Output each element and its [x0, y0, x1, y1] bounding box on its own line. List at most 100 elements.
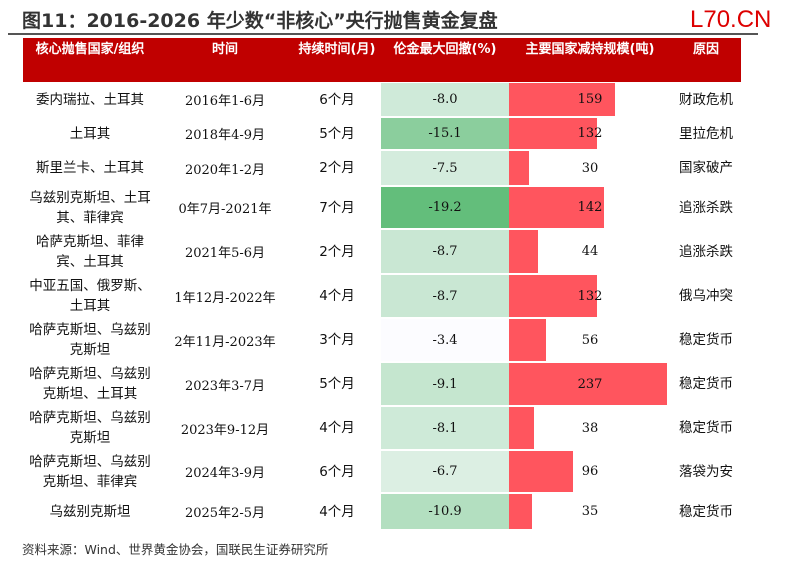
- country-cell: 乌兹别克斯坦: [49, 503, 131, 520]
- country-cell: 乌兹别克斯坦、土耳其、菲律宾: [29, 189, 151, 226]
- country-cell: 中亚五国、俄罗斯、土耳其: [29, 278, 151, 314]
- duration-cell: 2个月: [319, 243, 355, 260]
- time-cell: 2018年4-9月: [184, 128, 266, 143]
- tons-value: 44: [581, 244, 599, 259]
- reason-cell: 稳定货币: [679, 332, 733, 348]
- reason-cell: 俄乌冲突: [679, 288, 733, 304]
- country-cell: 斯里兰卡、土耳其: [36, 160, 144, 176]
- tons-value: 237: [577, 376, 603, 392]
- time-cell: 2025年2-5月: [184, 506, 266, 521]
- drawdown-cell-fill: [381, 494, 509, 529]
- reason-cell: 追涨杀跌: [679, 243, 733, 260]
- tons-bar: [509, 230, 539, 273]
- reason-cell: 稳定货币: [679, 503, 733, 520]
- country-cell: 委内瑞拉、土耳其: [36, 91, 144, 108]
- title-rule: [8, 33, 758, 35]
- country-cell: 哈萨克斯坦、乌兹别克斯坦: [29, 322, 151, 358]
- duration-cell: 5个月: [319, 125, 355, 142]
- drawdown-value: -7.5: [432, 160, 458, 176]
- tons-bar: [509, 451, 573, 492]
- drawdown-cell-fill: [381, 275, 509, 317]
- tons-bar: [509, 407, 535, 449]
- drawdown-cell-fill: [381, 118, 509, 149]
- tons-value: 159: [577, 92, 603, 107]
- duration-cell: 4个月: [319, 288, 355, 304]
- duration-cell: 3个月: [319, 332, 355, 348]
- table-row: 哈萨克斯坦、乌兹别克斯坦 2年11月-2023年 3个月 -3.4 56 稳定货币: [23, 318, 741, 362]
- reason-cell: 稳定货币: [679, 376, 733, 392]
- duration-cell: 6个月: [319, 463, 355, 480]
- column-header: 原因: [692, 42, 719, 57]
- drawdown-cell-fill: [381, 187, 509, 228]
- reason-cell: 追涨杀跌: [679, 199, 733, 216]
- time-cell: 2023年3-7月: [184, 378, 266, 394]
- reason-cell: 国家破产: [679, 160, 733, 176]
- time-cell: 2年11月-2023年: [174, 334, 276, 350]
- table-row: 斯里兰卡、土耳其 2020年1-2月 2个月 -7.5 30 国家破产: [23, 150, 741, 186]
- drawdown-value: -8.7: [432, 244, 458, 259]
- country-cell: 哈萨克斯坦、乌兹别克斯坦、菲律宾: [29, 453, 151, 490]
- table-row: 委内瑞拉、土耳其 2016年1-6月 6个月 -8.0 159 财政危机: [23, 82, 741, 117]
- duration-cell: 7个月: [319, 199, 355, 216]
- tons-value: 132: [577, 126, 603, 141]
- tons-bar: [509, 319, 547, 361]
- reason-cell: 财政危机: [679, 91, 733, 108]
- drawdown-value: -8.7: [432, 288, 458, 304]
- country-cell: 哈萨克斯坦、菲律宾、土耳其: [36, 233, 144, 270]
- drawdown-value: -10.9: [428, 504, 462, 519]
- column-header: 持续时间(月): [298, 42, 376, 57]
- reason-cell: 稳定货币: [679, 420, 733, 436]
- tons-value: 96: [581, 464, 599, 479]
- duration-cell: 6个月: [319, 91, 355, 108]
- tons-bar: [509, 363, 667, 405]
- tons-value: 30: [581, 160, 599, 176]
- tons-bar: [509, 187, 604, 228]
- duration-cell: 5个月: [319, 376, 355, 392]
- table-row: 哈萨克斯坦、乌兹别克斯坦 2023年9-12月 4个月 -8.1 38 稳定货币: [23, 406, 741, 450]
- time-cell: 1年12月-2022年: [174, 290, 276, 306]
- time-cell: 0年7月-2021年: [178, 202, 272, 217]
- table-row: 乌兹别克斯坦 2025年2-5月 4个月 -10.9 35 稳定货币: [23, 493, 741, 530]
- drawdown-cell-fill: [381, 451, 509, 492]
- column-header: 核心抛售国家/组织: [35, 42, 145, 57]
- country-cell: 土耳其: [69, 125, 111, 142]
- tons-bar: [509, 151, 529, 185]
- table-row: 土耳其 2018年4-9月 5个月 -15.1 132 里拉危机: [23, 117, 741, 150]
- tons-value: 56: [581, 332, 599, 348]
- source-note: 资料来源：Wind、世界黄金协会，国联民生证券研究所: [22, 542, 329, 557]
- drawdown-cell-fill: [381, 151, 509, 185]
- tons-bar: [509, 83, 615, 116]
- tons-bar: [509, 275, 597, 317]
- table-row: 哈萨克斯坦、乌兹别克斯坦、土耳其 2023年3-7月 5个月 -9.1 237 稳定货币: [23, 362, 741, 406]
- duration-cell: 4个月: [319, 420, 355, 436]
- country-cell: 哈萨克斯坦、乌兹别克斯坦: [29, 410, 151, 446]
- drawdown-cell-fill: [381, 230, 509, 273]
- duration-cell: 2个月: [319, 160, 355, 176]
- column-header: 主要国家减持规模(吨): [525, 42, 655, 57]
- drawdown-cell-fill: [381, 83, 509, 116]
- drawdown-value: -3.4: [432, 332, 458, 348]
- drawdown-value: -9.1: [432, 376, 458, 392]
- tons-value: 132: [577, 288, 603, 304]
- table-header: 核心抛售国家/组织 时间 持续时间(月) 伦金最大回撤(%) 主要国家减持规模(吨) 原因: [23, 38, 741, 82]
- duration-cell: 4个月: [319, 503, 355, 520]
- tons-value: 35: [581, 504, 599, 519]
- watermark-logo: L70.CN: [690, 6, 772, 33]
- column-header: 伦金最大回撤(%): [393, 42, 497, 57]
- table-row: 哈萨克斯坦、乌兹别克斯坦、菲律宾 2024年3-9月 6个月 -6.7 96 落袋为安: [23, 450, 741, 493]
- reason-cell: 里拉危机: [679, 125, 733, 142]
- column-header: 时间: [211, 42, 238, 57]
- tons-bar: [509, 118, 597, 149]
- figure-title: 图11：2016-2026 年少数“非核心”央行抛售黄金复盘: [22, 10, 498, 32]
- tons-bar: [509, 494, 533, 529]
- drawdown-cell-fill: [381, 363, 509, 405]
- reason-cell: 落袋为安: [679, 463, 733, 480]
- time-cell: 2021年5-6月: [184, 246, 266, 261]
- table-row: 哈萨克斯坦、菲律宾、土耳其 2021年5-6月 2个月 -8.7 44 追涨杀跌: [23, 229, 741, 274]
- tons-value: 38: [581, 420, 599, 436]
- drawdown-value: -15.1: [428, 126, 462, 141]
- time-cell: 2020年1-2月: [184, 162, 266, 178]
- drawdown-value: -6.7: [432, 464, 458, 479]
- drawdown-value: -19.2: [428, 200, 462, 215]
- time-cell: 2016年1-6月: [184, 94, 266, 109]
